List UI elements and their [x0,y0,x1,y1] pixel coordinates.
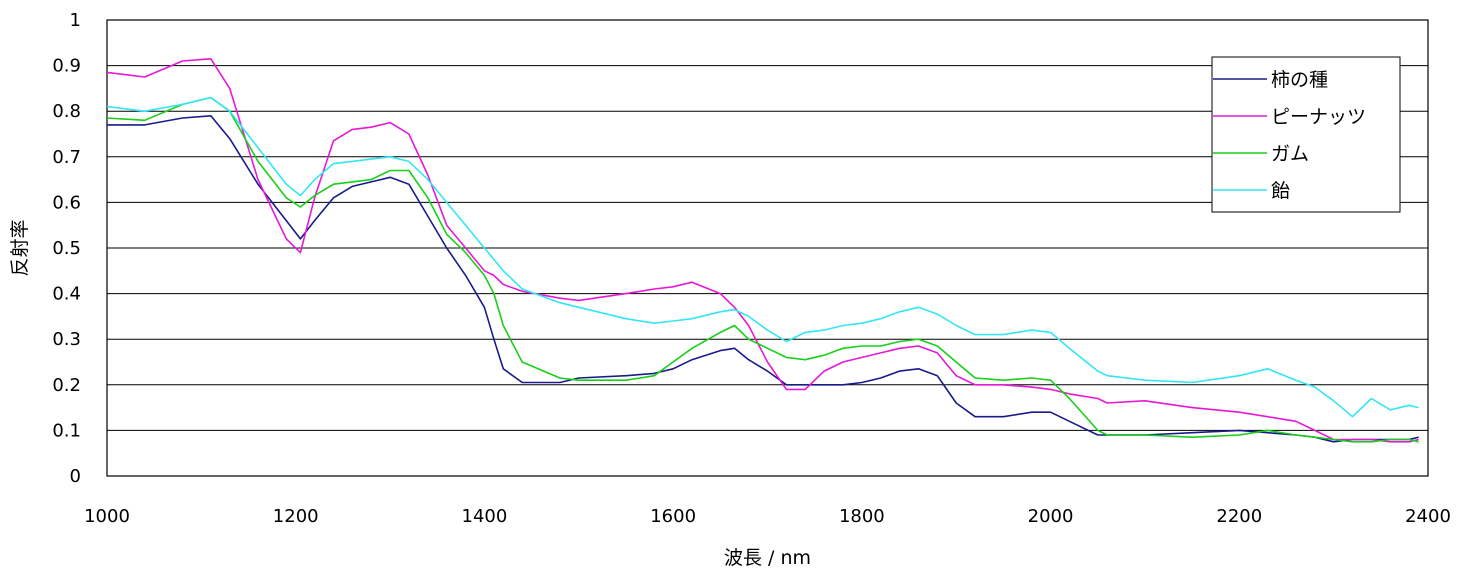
y-tick-label: 0.7 [52,147,81,168]
x-tick-label: 1600 [650,506,696,527]
series-line-1 [107,115,1419,443]
x-tick-label: 2200 [1216,506,1262,527]
x-tick-label: 1400 [462,506,508,527]
y-tick-label: 0.9 [52,56,81,77]
x-tick-label: 1000 [84,506,130,527]
x-tick-label: 1200 [273,506,319,527]
x-axis-tick-labels: 1000 1200 1400 1600 1800 2000 2200 2400 [84,506,1451,527]
x-tick-label: 1800 [839,506,885,527]
horizontal-gridlines [107,65,1428,431]
y-tick-label: 0.1 [52,420,81,441]
plot-area-border [106,19,1429,477]
series-line-4 [106,96,1419,418]
y-tick-label: 0.3 [52,329,81,350]
legend-label: 飴 [1271,180,1290,202]
y-axis-title: 反射率 [9,219,31,276]
legend-label: 柿の種 [1271,69,1328,91]
y-tick-label: 0.6 [52,192,81,213]
y-tick-label: 0.8 [52,101,81,122]
y-tick-label: 0 [70,466,81,487]
x-axis-title: 波長 / nm [724,547,811,569]
y-tick-label: 1 [70,10,81,31]
y-tick-label: 0.4 [52,284,81,305]
series-line-3 [106,96,1419,443]
legend-label: ガム [1271,143,1309,165]
legend-label: ピーナッツ [1271,106,1366,128]
x-tick-label: 2400 [1405,506,1451,527]
data-series [106,57,1419,443]
legend-box [1211,56,1401,213]
x-tick-label: 2000 [1028,506,1074,527]
y-tick-label: 0.5 [52,238,81,259]
y-axis-tick-labels: 0 0.1 0.2 0.3 0.4 0.5 0.6 0.7 0.8 0.9 1 [52,10,81,487]
y-tick-label: 0.2 [52,375,81,396]
